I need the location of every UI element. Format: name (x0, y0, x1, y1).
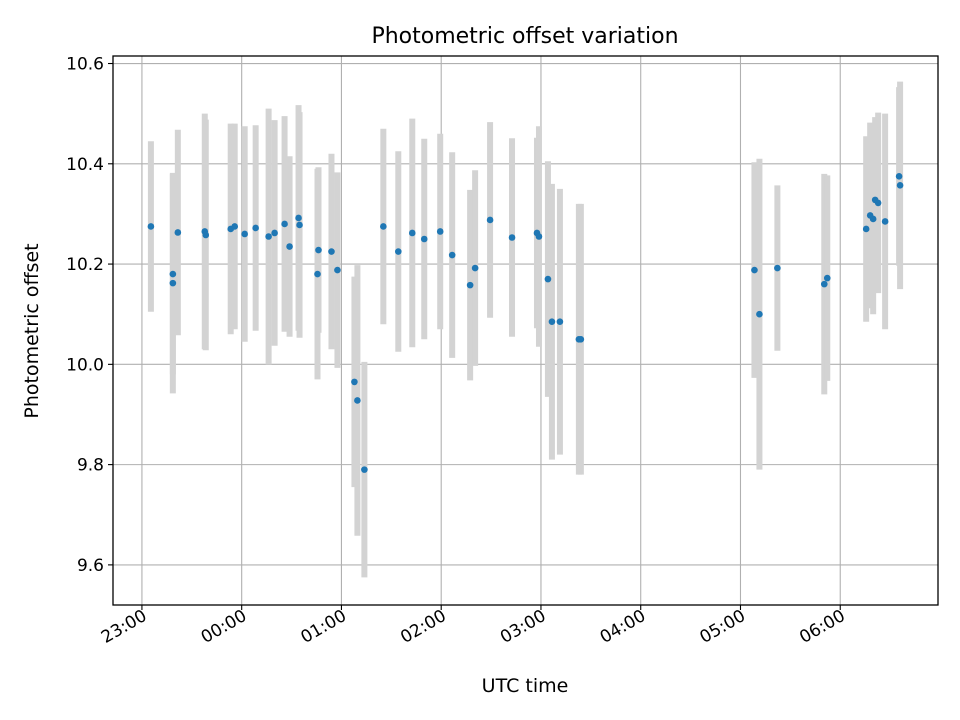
data-point (881, 218, 889, 225)
data-point (241, 230, 248, 238)
x-axis-label: UTC time (482, 675, 569, 697)
y-tick-label: 10.4 (66, 155, 104, 175)
data-point (395, 248, 402, 255)
data-point (862, 225, 870, 233)
plot-frame (112, 55, 939, 606)
data-point (334, 266, 341, 274)
data-point (895, 173, 903, 180)
data-point (354, 397, 361, 404)
data-point (486, 216, 494, 224)
data-point (252, 224, 259, 232)
y-tick-label: 10.6 (66, 55, 104, 75)
data-point (296, 221, 303, 229)
data-point (361, 466, 368, 473)
data-point (548, 318, 556, 326)
y-axis: 9.6 9.8 10.0 10.2 10.4 10.6 (66, 55, 113, 576)
data-point (869, 215, 877, 223)
y-tick-label: 10.2 (66, 255, 104, 275)
data-point (351, 378, 358, 386)
data-point (271, 229, 278, 237)
data-point (471, 264, 479, 272)
data-point (756, 310, 763, 318)
data-point (328, 248, 335, 255)
data-point (408, 229, 416, 237)
data-point (174, 229, 182, 236)
data-point (295, 214, 302, 222)
data-point (535, 233, 543, 240)
chart-title: Photometric offset variation (371, 24, 678, 49)
data-point (281, 220, 288, 228)
data-point (774, 264, 781, 272)
data-point (286, 243, 293, 250)
y-axis-label: Photometric offset (21, 243, 43, 418)
data-point (169, 270, 177, 278)
data-point (314, 270, 321, 278)
data-point (202, 231, 210, 239)
data-point (147, 223, 155, 230)
data-point (577, 335, 585, 343)
data-point (823, 274, 831, 282)
data-points (147, 173, 904, 473)
data-point (751, 266, 758, 274)
data-point (448, 251, 456, 259)
y-tick-label: 9.6 (77, 556, 104, 576)
data-point (556, 318, 564, 326)
data-point (315, 246, 322, 254)
data-point (265, 233, 272, 240)
data-point (896, 182, 904, 189)
y-tick-label: 9.8 (77, 456, 104, 476)
data-point (380, 223, 387, 230)
data-point (466, 281, 474, 289)
data-point (231, 223, 239, 230)
data-point (436, 228, 444, 235)
y-tick-label: 10.0 (66, 355, 104, 375)
data-point (874, 199, 882, 207)
data-point (820, 280, 828, 288)
data-point (508, 234, 516, 241)
data-point (420, 235, 428, 243)
data-point (544, 275, 552, 283)
data-point (169, 279, 177, 287)
